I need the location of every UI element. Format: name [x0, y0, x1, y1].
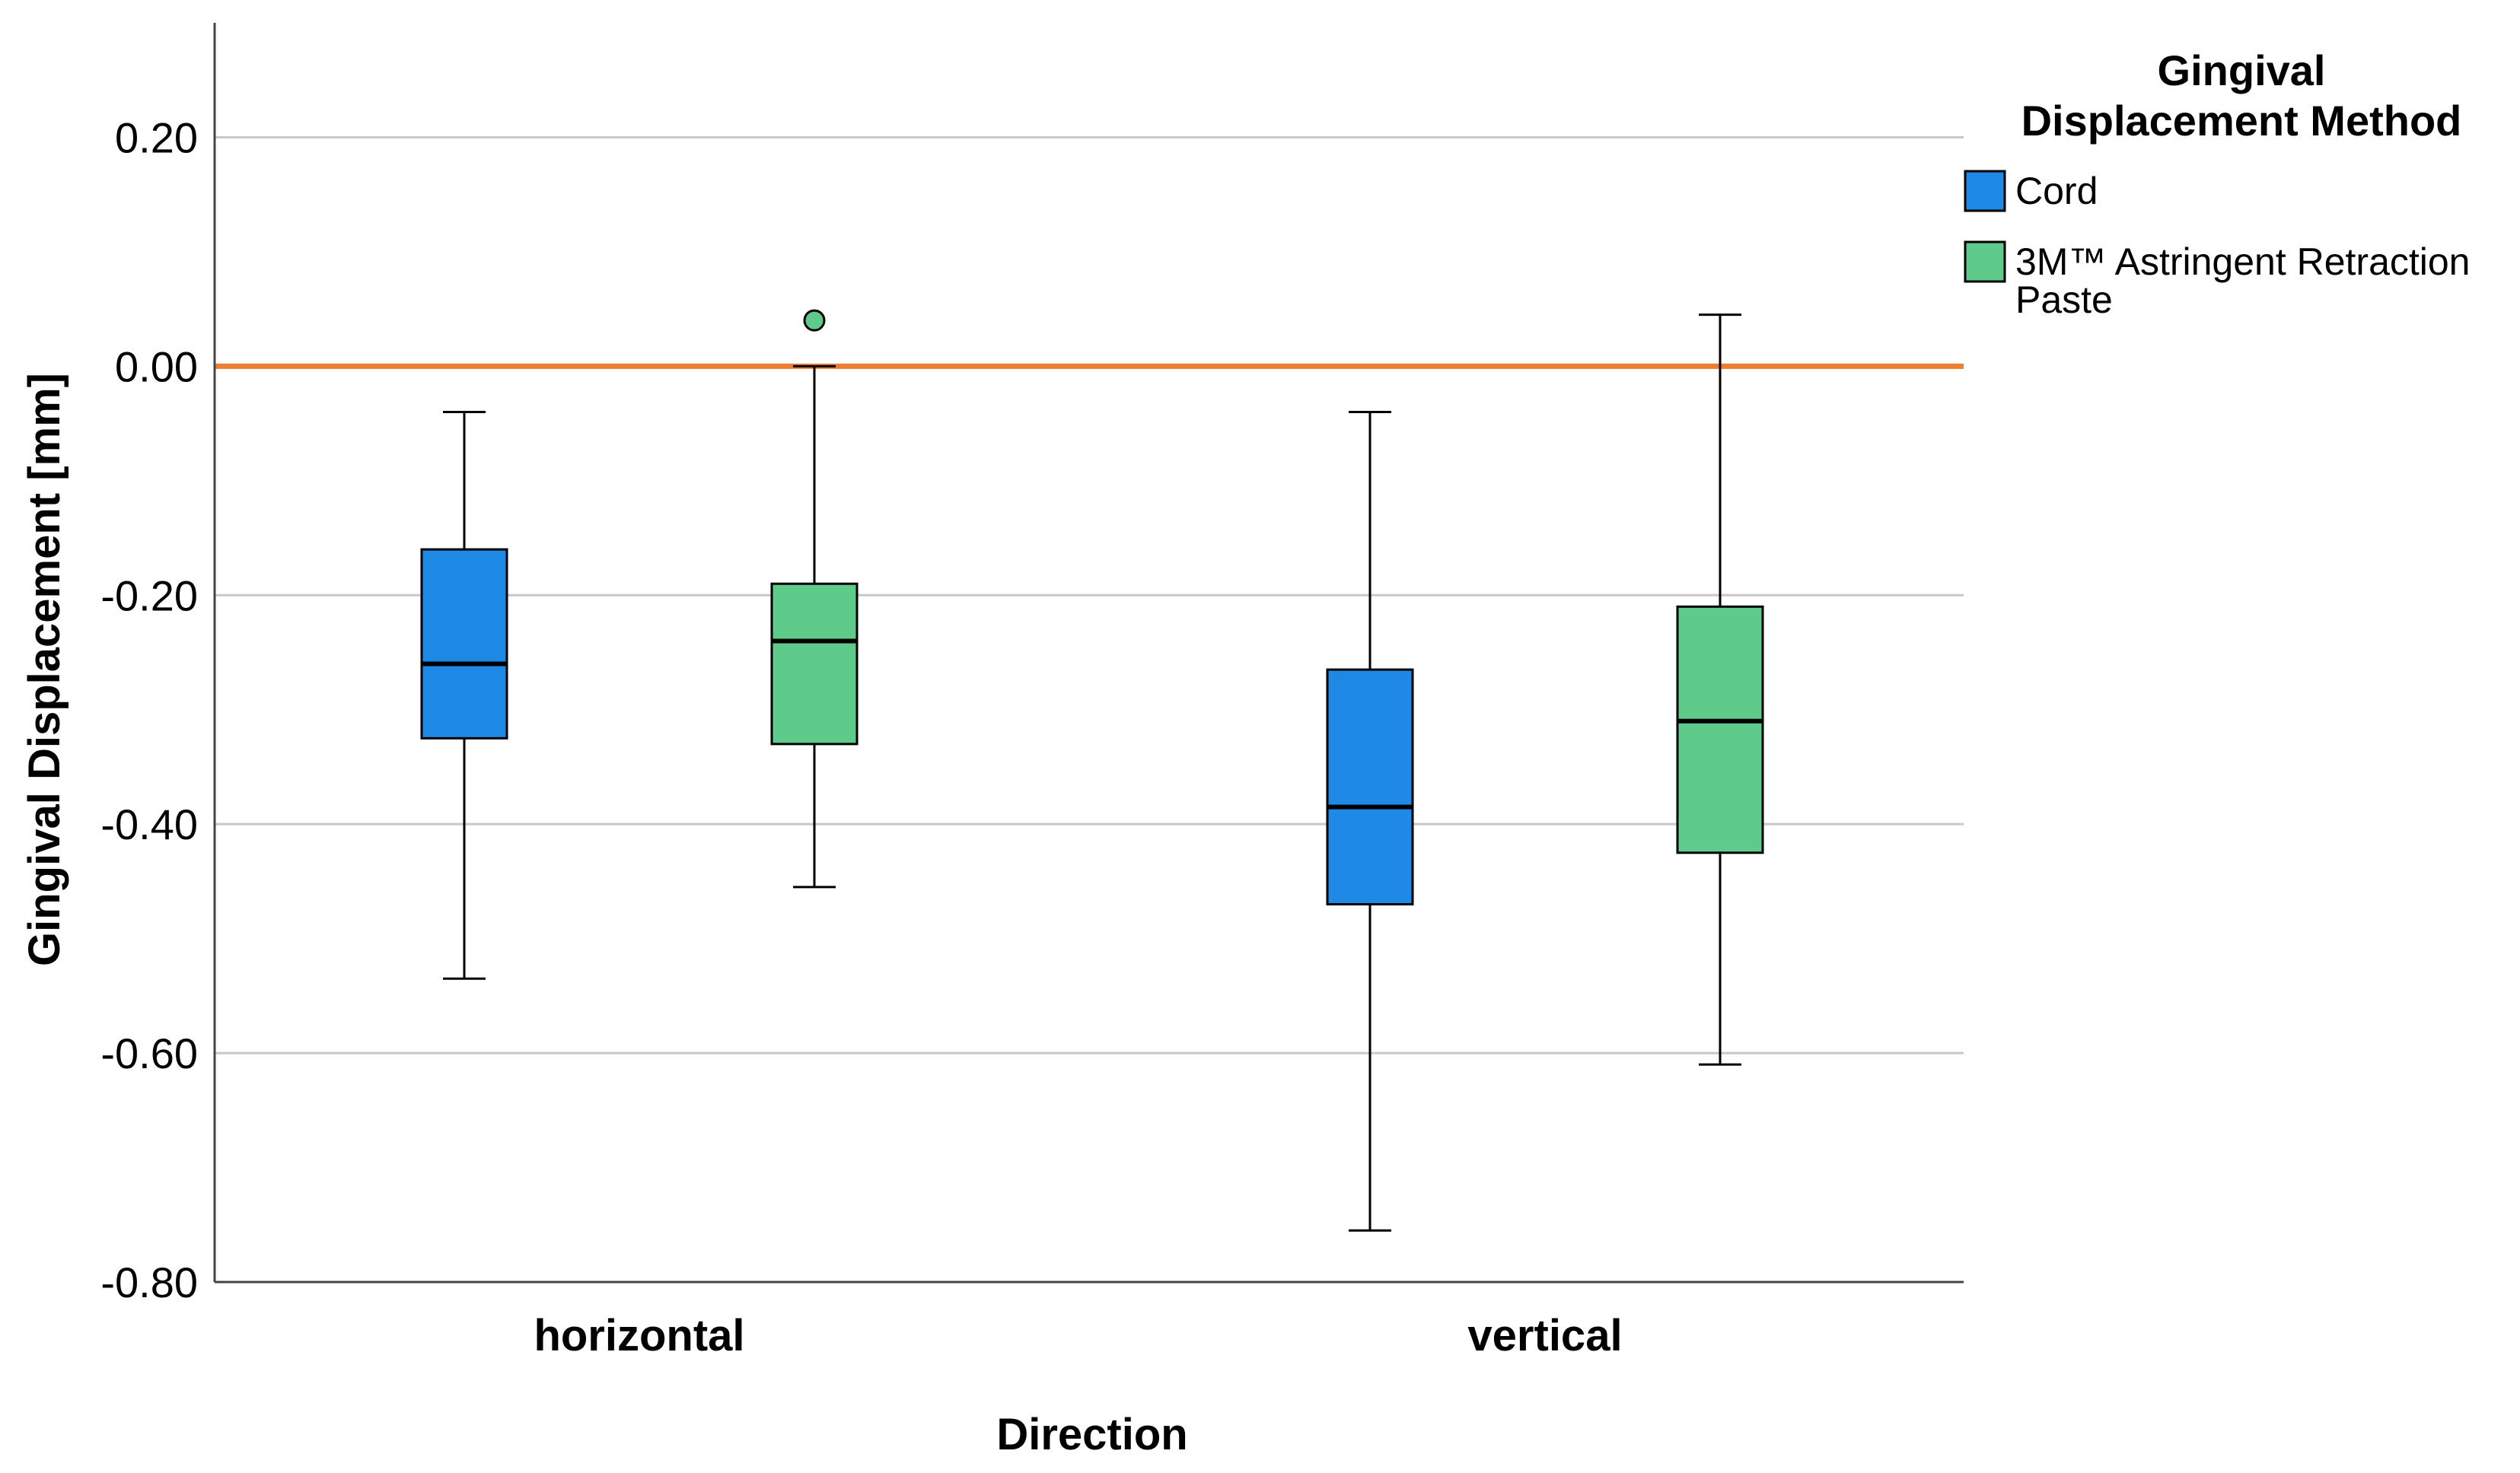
y-tick-label: 0.00	[115, 342, 198, 390]
legend-label: Cord	[2015, 170, 2098, 212]
box-vertical-1	[1676, 313, 1764, 1066]
x-category-label: vertical	[1467, 1311, 1622, 1360]
box-iqr	[770, 582, 859, 746]
box-iqr	[1676, 605, 1764, 854]
y-tick-label: 0.20	[115, 113, 198, 161]
box-horizontal-0	[420, 411, 508, 980]
x-category-labels: horizontal vertical	[534, 1311, 1622, 1360]
legend-swatch	[1964, 170, 2006, 212]
legend-label: 3M™ Astringent Retraction	[2015, 240, 2471, 283]
legend-title-line-2: Displacement Method	[2021, 97, 2462, 145]
outlier-point	[803, 309, 826, 332]
y-tick-label: -0.80	[100, 1258, 198, 1306]
box-horizontal-1	[770, 309, 859, 889]
legend-swatch	[1964, 240, 2006, 283]
x-axis-title: Direction	[996, 1410, 1187, 1459]
boxes	[420, 309, 1764, 1232]
y-tick-label: -0.60	[100, 1029, 198, 1077]
y-tick-label: -0.20	[100, 571, 198, 619]
y-tick-label: -0.40	[100, 800, 198, 848]
legend-title-line-1: Gingival	[2158, 46, 2326, 94]
y-tick-labels: 0.20 0.00 -0.20 -0.40 -0.60 -0.80	[100, 113, 198, 1306]
axes	[213, 23, 1964, 1284]
box-iqr	[1326, 668, 1414, 905]
legend-label: Paste	[2015, 278, 2113, 321]
box-vertical-0	[1326, 411, 1414, 1232]
legend: Gingival Displacement Method Cord 3M™ Ast…	[1964, 46, 2471, 321]
box-iqr	[420, 548, 508, 740]
x-category-label: horizontal	[534, 1311, 744, 1360]
y-axis-title: Gingival Displacement [mm]	[20, 373, 69, 966]
